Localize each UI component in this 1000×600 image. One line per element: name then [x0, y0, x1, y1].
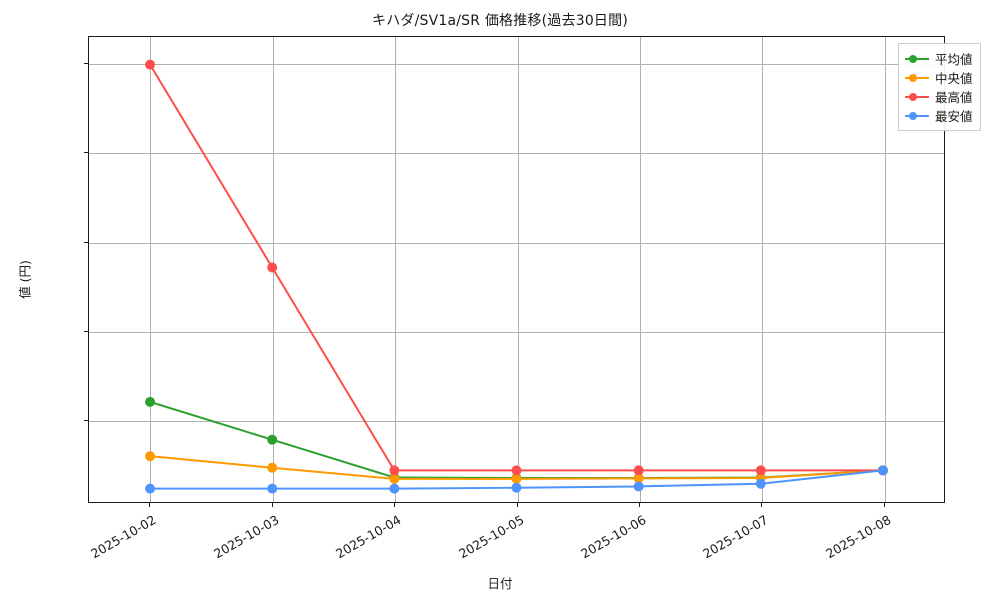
legend-item[interactable]: 最高値: [905, 87, 973, 106]
x-axis-tick-mark: [394, 503, 396, 507]
data-point-marker: [267, 262, 278, 273]
data-point-marker: [267, 434, 278, 445]
gridline-vertical: [884, 37, 886, 502]
gridline-horizontal: [89, 153, 944, 155]
y-axis-tick-mark: [84, 330, 88, 332]
legend-swatch-icon: [905, 110, 929, 122]
gridline-horizontal: [89, 63, 944, 65]
y-axis-label: 値 (円): [17, 260, 33, 299]
y-axis-tick-mark: [84, 241, 88, 243]
gridline-horizontal: [89, 331, 944, 333]
x-axis-tick-mark: [883, 503, 885, 507]
y-axis-tick-mark: [84, 62, 88, 64]
y-axis-tick-mark: [84, 152, 88, 154]
data-point-marker: [755, 478, 766, 489]
gridline-vertical: [517, 37, 519, 502]
data-point-marker: [633, 473, 644, 484]
gridline-vertical: [639, 37, 641, 502]
legend-item[interactable]: 最安値: [905, 106, 973, 125]
data-point-marker: [389, 483, 400, 494]
legend-label: 平均値: [935, 52, 973, 67]
gridline-vertical: [150, 37, 152, 502]
legend-item[interactable]: 中央値: [905, 68, 973, 87]
data-point-marker: [755, 465, 766, 476]
data-point-marker: [145, 396, 156, 407]
x-axis-tick-mark: [149, 503, 151, 507]
legend-label: 最高値: [935, 90, 973, 105]
series-layer: [145, 59, 888, 494]
gridline-horizontal: [89, 421, 944, 423]
x-axis-label: 日付: [487, 576, 513, 591]
data-point-marker: [511, 482, 522, 493]
data-point-marker: [267, 483, 278, 494]
data-point-marker: [633, 465, 644, 476]
data-point-marker: [145, 59, 156, 70]
data-point-marker: [511, 473, 522, 484]
legend-swatch-icon: [905, 53, 929, 65]
legend-label: 最安値: [935, 109, 973, 124]
data-point-marker: [145, 451, 156, 462]
gridline-horizontal: [89, 242, 944, 244]
data-point-marker: [145, 483, 156, 494]
plot-area: [88, 36, 945, 503]
legend-label: 中央値: [935, 71, 973, 86]
data-point-marker: [633, 481, 644, 492]
x-axis-tick-mark: [516, 503, 518, 507]
gridline-vertical: [762, 37, 764, 502]
legend-swatch-icon: [905, 72, 929, 84]
gridline-vertical: [395, 37, 397, 502]
chart-title: キハダ/SV1a/SR 価格推移(過去30日間): [372, 13, 628, 29]
x-axis-tick-mark: [761, 503, 763, 507]
x-axis-tick-mark: [638, 503, 640, 507]
chart-legend: 平均値中央値最高値最安値: [898, 43, 981, 131]
data-point-marker: [389, 473, 400, 484]
data-point-marker: [389, 465, 400, 476]
y-axis-tick-mark: [84, 420, 88, 422]
data-point-marker: [267, 462, 278, 473]
data-point-marker: [511, 465, 522, 476]
legend-swatch-icon: [905, 91, 929, 103]
x-axis-tick-mark: [271, 503, 273, 507]
legend-item[interactable]: 平均値: [905, 49, 973, 68]
data-point-marker: [877, 465, 888, 476]
